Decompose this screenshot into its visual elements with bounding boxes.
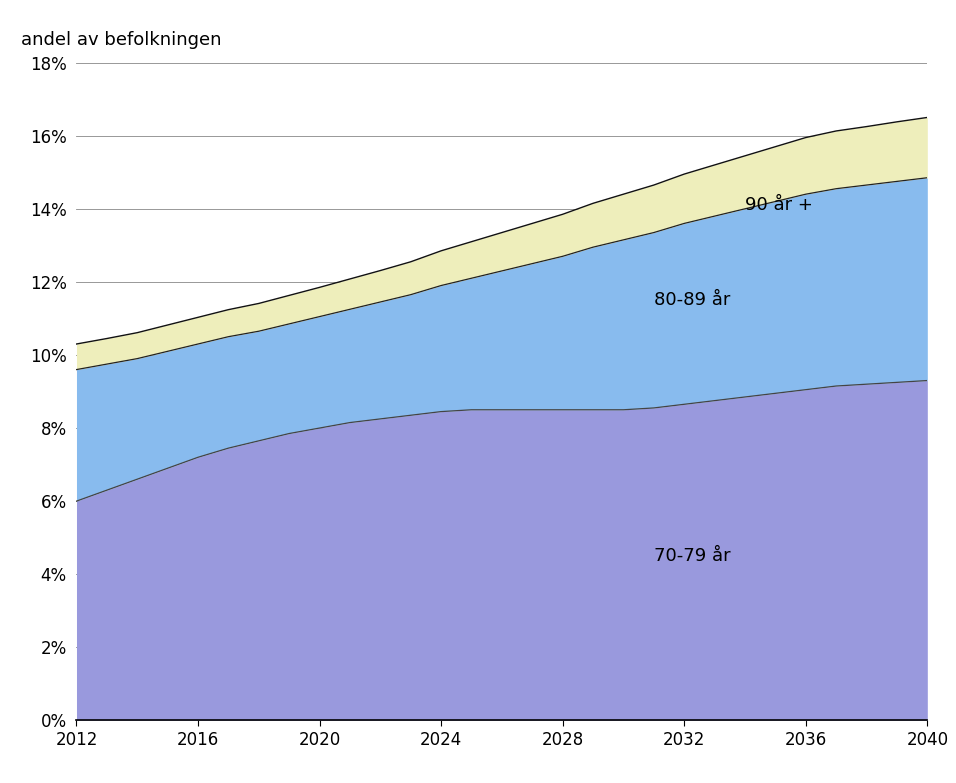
Text: 90 år +: 90 år + xyxy=(745,197,813,214)
Text: 70-79 år: 70-79 år xyxy=(654,547,730,565)
Text: 80-89 år: 80-89 år xyxy=(654,291,730,309)
Text: andel av befolkningen: andel av befolkningen xyxy=(21,31,222,49)
